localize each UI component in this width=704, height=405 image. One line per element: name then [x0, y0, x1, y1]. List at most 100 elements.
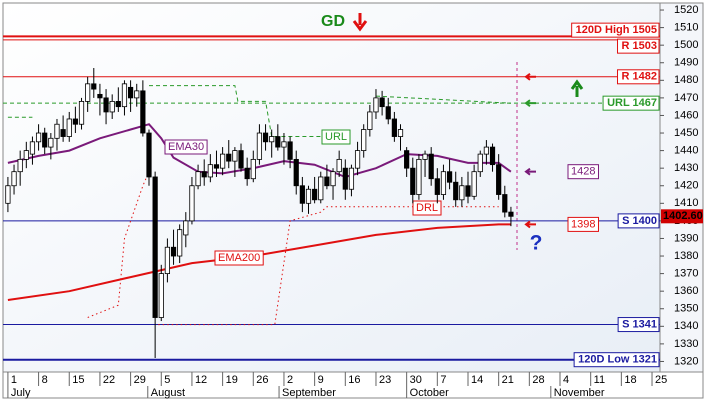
level-label-box [617, 213, 660, 229]
candle-body [508, 211, 514, 217]
plot-layer: 1320133013401350136013701380139014001410… [3, 4, 703, 399]
candle-body [348, 167, 355, 190]
candle-body [330, 171, 336, 187]
candle-body [164, 246, 171, 275]
candle-body [121, 83, 128, 108]
down-arrow [352, 13, 368, 32]
candle-body [410, 167, 416, 195]
candle-body [434, 178, 440, 195]
candle-body [134, 90, 140, 99]
candle-body [5, 185, 11, 204]
candle-body [201, 171, 207, 178]
candle-body [244, 167, 250, 180]
candle-body [54, 123, 60, 139]
x-tick-label: 1 [11, 374, 17, 386]
candle-body [453, 181, 459, 201]
y-tick-label: 1380 [674, 250, 698, 262]
month-label: October [410, 387, 449, 399]
candle-body [305, 188, 312, 204]
series-label-box [214, 250, 264, 266]
y-tick-label: 1340 [674, 320, 698, 332]
candle-body [42, 132, 48, 148]
marker-label: 1428 [571, 166, 595, 178]
candle-body [269, 136, 275, 143]
month-label: July [11, 387, 31, 399]
last-price-label: 1402.60 [663, 210, 703, 222]
y-tick-label: 1430 [674, 162, 698, 174]
x-tick-label: 11 [594, 374, 605, 386]
candle-body [324, 176, 330, 187]
level-label-box [602, 95, 660, 111]
level-label-box [573, 352, 660, 368]
x-tick-label: 18 [624, 374, 636, 386]
y-tick-label: 1480 [674, 74, 698, 86]
candle-body [78, 101, 85, 125]
level-label: S 1341 [622, 318, 657, 330]
candle-body [195, 171, 201, 187]
candle-body [146, 132, 152, 178]
candle-body [177, 229, 183, 257]
y-tick-label: 1440 [674, 145, 698, 157]
y-axis-band [659, 2, 704, 373]
x-tick-label: 25 [655, 374, 667, 386]
candle-body [91, 83, 97, 90]
question-mark: ? [530, 232, 543, 255]
marker-label: 1398 [571, 218, 595, 230]
candle-body [379, 97, 385, 108]
candle-body [502, 194, 508, 213]
candle-body [404, 150, 410, 169]
last-price-box [661, 209, 703, 224]
candle-body [23, 150, 29, 160]
y-tick-label: 1330 [674, 338, 698, 350]
x-tick-label: 7 [440, 374, 446, 386]
candle-body [97, 93, 103, 99]
candle-body [189, 185, 195, 222]
series-label-box [321, 129, 351, 145]
level-label: 120D High 1505 [576, 24, 657, 36]
x-tick-label: 9 [318, 374, 324, 386]
candle-body [354, 150, 361, 169]
candle-body [262, 132, 269, 143]
level-label: R 1503 [622, 40, 657, 52]
level-label: URL 1467 [607, 97, 657, 109]
candle-body [170, 246, 177, 257]
y-tick-label: 1470 [674, 92, 698, 104]
x-tick-label: 15 [72, 374, 84, 386]
y-tick-label: 1520 [674, 4, 698, 16]
level-label-box [617, 38, 660, 54]
level-label-box [617, 69, 660, 85]
y-tick-label: 1500 [674, 39, 698, 51]
x-tick-label: 4 [563, 374, 569, 386]
x-tick-label: 14 [471, 374, 483, 386]
candle-body [72, 118, 78, 125]
candle-body [342, 167, 348, 190]
y-tick-label: 1420 [674, 180, 698, 192]
candle-body [336, 158, 342, 173]
candle-body [489, 146, 496, 166]
candle-body [103, 97, 109, 113]
candle-body [256, 132, 263, 160]
candle-body [373, 97, 379, 113]
candle-body [483, 146, 489, 155]
candle-body [471, 171, 477, 197]
candle-body [367, 111, 373, 130]
y-tick-label: 1510 [674, 22, 698, 34]
candle-body [496, 164, 502, 195]
level-arrow [524, 73, 536, 81]
level-label: 120D Low 1321 [578, 354, 657, 366]
candle-body [35, 132, 42, 143]
candle-body [287, 141, 293, 160]
candle-body [60, 129, 66, 137]
candle-body [477, 153, 483, 173]
x-tick-label: 16 [348, 374, 360, 386]
x-tick-label: 26 [256, 374, 268, 386]
marker-arrow [524, 167, 536, 176]
candle-body [238, 150, 244, 169]
level-label: R 1482 [622, 71, 657, 83]
candle-body [385, 106, 391, 120]
candle-body [158, 273, 164, 318]
series-label-box [412, 200, 442, 216]
